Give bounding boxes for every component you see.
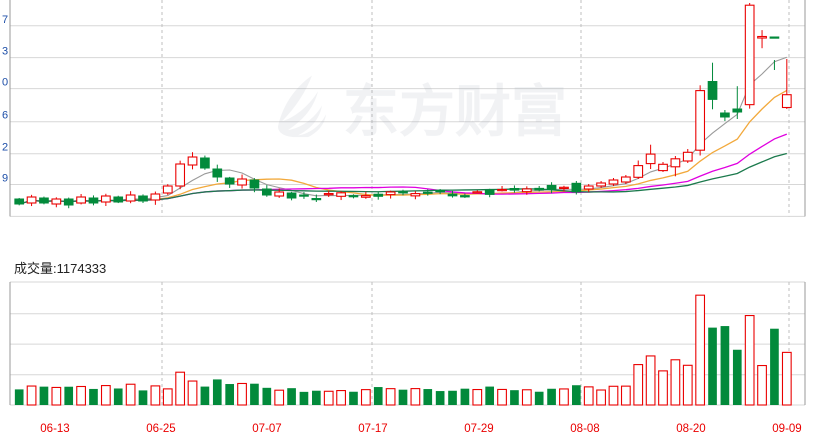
svg-text:08-08: 08-08	[570, 423, 599, 435]
svg-text:07-17: 07-17	[358, 423, 387, 435]
svg-text:0: 0	[2, 77, 8, 89]
svg-text:06-13: 06-13	[40, 423, 69, 435]
svg-text:07-07: 07-07	[252, 423, 281, 435]
svg-text:3: 3	[2, 46, 8, 58]
svg-text:成交量:1174333: 成交量:1174333	[14, 261, 106, 276]
svg-text:06-25: 06-25	[146, 423, 175, 435]
svg-text:东方财富: 东方财富	[343, 80, 567, 143]
svg-text:2: 2	[2, 142, 8, 154]
svg-text:09-09: 09-09	[772, 423, 801, 435]
svg-text:07-29: 07-29	[464, 423, 493, 435]
svg-text:9: 9	[2, 173, 8, 185]
svg-text:7: 7	[2, 14, 8, 26]
svg-text:6: 6	[2, 110, 8, 122]
svg-text:08-20: 08-20	[676, 423, 705, 435]
